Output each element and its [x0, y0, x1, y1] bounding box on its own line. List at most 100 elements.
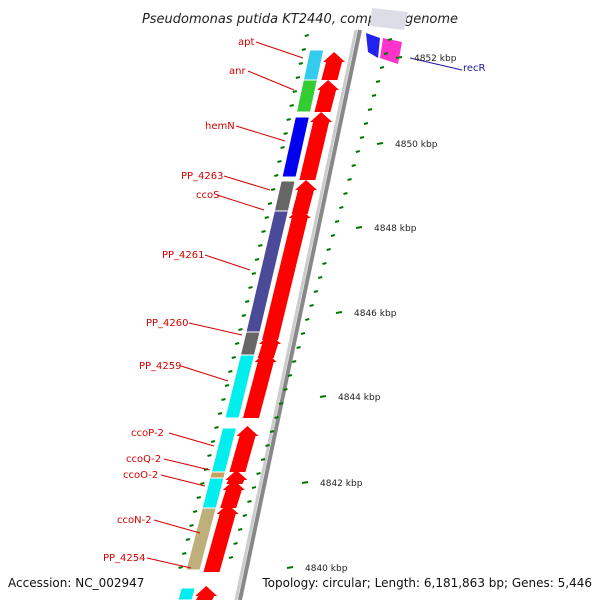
- kbp-label: 4848 kbp: [374, 224, 417, 234]
- kbp-label: 4846 kbp: [354, 309, 397, 319]
- leader-line: [180, 365, 229, 382]
- cds-arrow: [291, 180, 318, 214]
- tick-outer: [371, 94, 377, 97]
- cds-arrow: [220, 480, 245, 508]
- tick-outer: [343, 192, 348, 195]
- kbp-label: 4852 kbp: [414, 54, 457, 64]
- gene-block-recR: [380, 38, 402, 64]
- topology-text: Topology: circular; Length: 6,181,863 bp…: [261, 576, 592, 590]
- tick-inner: [295, 76, 301, 79]
- kbp-tick: [355, 226, 363, 229]
- gene-block-PP_4263: [273, 180, 296, 212]
- cds-arrow: [195, 586, 218, 600]
- cds-arrow: [225, 470, 248, 484]
- gene-label-hemN: hemN: [205, 121, 235, 132]
- tick-outer: [375, 80, 381, 83]
- tick-inner: [181, 552, 187, 555]
- kbp-label: 4844 kbp: [338, 393, 381, 403]
- leader-line: [247, 70, 295, 91]
- tick-outer: [247, 500, 252, 503]
- tick-inner: [228, 370, 233, 373]
- leader-line: [235, 125, 286, 142]
- tick-outer: [326, 248, 331, 251]
- tick-inner: [238, 328, 243, 331]
- accession-text: Accession: NC_002947: [8, 576, 144, 590]
- tick-outer: [347, 178, 352, 181]
- tick-outer: [300, 332, 306, 335]
- leader-line: [163, 458, 211, 471]
- cds-arrow: [203, 504, 239, 572]
- kbp-tick: [319, 395, 327, 398]
- tick-inner: [258, 244, 263, 247]
- gene-label-PP_4259: PP_4259: [139, 361, 182, 372]
- tick-outer: [383, 52, 389, 55]
- kbp-label: 4842 kbp: [320, 479, 363, 489]
- tick-inner: [210, 440, 216, 443]
- leader-line: [188, 322, 243, 336]
- gene-label-PP_4263: PP_4263: [181, 171, 224, 182]
- tick-inner: [231, 356, 236, 359]
- tick-outer: [309, 304, 314, 307]
- gene-block-PP_4260: [239, 331, 261, 356]
- leader-line: [216, 194, 265, 211]
- kbp-label: 4840 kbp: [305, 564, 348, 574]
- gene-block-ccoN-2: [185, 507, 217, 571]
- cds-arrow: [229, 426, 259, 472]
- tick-outer: [313, 290, 319, 293]
- gene-block-anr: [295, 79, 318, 113]
- gene-label-PP_4254: PP_4254: [103, 553, 146, 564]
- tick-outer: [322, 262, 327, 265]
- tick-outer: [363, 122, 369, 125]
- tick-outer: [233, 542, 238, 545]
- gene-block-apt: [302, 49, 325, 81]
- tick-outer: [291, 360, 297, 363]
- gene-label-recR: recR: [463, 63, 486, 74]
- tick-inner: [241, 314, 247, 317]
- tick-inner: [261, 230, 266, 233]
- cds-arrow: [299, 112, 333, 180]
- leader-line: [204, 254, 251, 271]
- tick-inner: [280, 146, 285, 149]
- tick-inner: [298, 62, 304, 65]
- tick-outer: [334, 220, 340, 223]
- leader-line: [223, 175, 271, 191]
- tick-inner: [277, 160, 282, 163]
- gene-label-PP_4261: PP_4261: [162, 250, 205, 261]
- backbone-outer: [238, 29, 362, 600]
- tick-inner: [196, 496, 202, 499]
- tick-outer: [296, 346, 301, 349]
- tick-outer: [351, 164, 356, 167]
- tick-inner: [267, 202, 273, 205]
- leader-line: [146, 557, 192, 569]
- cds-arrow: [242, 352, 277, 418]
- tick-outer: [283, 388, 288, 391]
- gene-label-anr: anr: [229, 66, 246, 77]
- leader-line: [160, 474, 206, 487]
- tick-inner: [217, 412, 223, 415]
- tick-outer: [251, 486, 257, 489]
- gene-block-PP_4254: [177, 587, 196, 600]
- gene-label-ccoS: ccoS: [196, 190, 219, 201]
- gene-label-PP_4260: PP_4260: [146, 318, 189, 329]
- gene-labels: apt anr hemN PP_4263 ccoS PP_4261 PP_4260 PP_42…: [103, 37, 486, 569]
- kbp-tick: [301, 481, 309, 484]
- kbp-tick: [376, 142, 384, 145]
- backbone-inner: [234, 29, 358, 600]
- gene-label-ccoQ-2: ccoQ-2: [126, 454, 161, 465]
- kbp-labels: 4852 kbp 4850 kbp 4848 kbp 4846 kbp 4844 kbp…: [286, 54, 457, 574]
- gene-block-top: [370, 8, 408, 30]
- gene-block-ccoQ-2: [209, 471, 227, 479]
- gene-block-PP_4259: [224, 354, 256, 419]
- kbp-tick: [395, 56, 403, 59]
- tick-inner: [224, 384, 230, 387]
- map-title: Pseudomonas putida KT2440, complete geno…: [142, 12, 458, 27]
- tick-outer: [355, 150, 361, 153]
- tick-inner: [200, 482, 205, 485]
- tick-inner: [185, 538, 191, 541]
- tick-inner: [244, 300, 250, 303]
- tick-inner: [248, 286, 253, 289]
- genome-backbone: [234, 29, 362, 600]
- leader-line: [168, 432, 215, 447]
- leader-line: [255, 41, 304, 59]
- tick-inner: [286, 118, 291, 121]
